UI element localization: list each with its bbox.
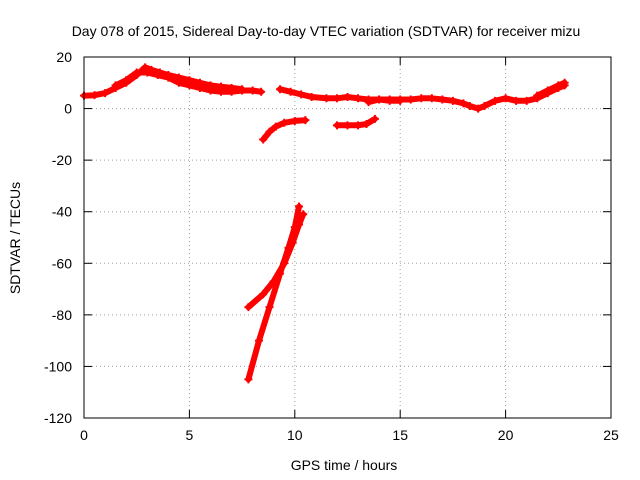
tick-labels: 0 5 10 15 20 25 20 0 -20 -40 -60 -80 -100 -120: [44, 49, 619, 443]
data-point-marker: [284, 243, 293, 252]
x-tick-label: 10: [287, 427, 303, 443]
x-tick-label: 5: [186, 427, 194, 443]
data-point-marker: [143, 68, 152, 77]
data-point-marker: [295, 202, 304, 211]
data-point-marker: [265, 303, 274, 312]
data-point-marker: [299, 210, 308, 219]
data-point-marker: [238, 86, 247, 95]
x-tick-label: 15: [392, 427, 408, 443]
data-point-marker: [206, 86, 215, 95]
data-point-marker: [297, 90, 306, 99]
y-tick-label: -100: [44, 358, 72, 374]
data-point-marker: [164, 73, 173, 82]
data-point-marker: [217, 87, 226, 96]
data-point-marker: [174, 78, 183, 87]
y-tick-label: 0: [64, 101, 72, 117]
data-point-marker: [474, 104, 483, 113]
data-point-marker: [406, 95, 415, 104]
data-point-marker: [448, 96, 457, 105]
data-point-marker: [332, 94, 341, 103]
data-point-marker: [385, 96, 394, 105]
series-arc-5: [534, 79, 568, 99]
data-point-marker: [101, 89, 110, 98]
data-point-marker: [362, 120, 371, 129]
data-point-marker: [122, 76, 131, 85]
data-point-marker: [185, 81, 194, 90]
data-point-marker: [354, 94, 363, 103]
data-point-marker: [286, 87, 295, 96]
data-point-marker: [265, 127, 274, 136]
x-tick-label: 20: [498, 427, 514, 443]
data-point-marker: [396, 96, 405, 105]
y-tick-label: -80: [52, 307, 72, 323]
data-point-marker: [417, 94, 426, 103]
data-point-marker: [560, 78, 569, 87]
y-tick-label: 20: [56, 49, 72, 65]
data-point-marker: [248, 86, 257, 95]
data-point-marker: [244, 303, 253, 312]
data-point-marker: [354, 121, 363, 130]
data-point-marker: [554, 81, 563, 90]
data-point-marker: [501, 94, 510, 103]
x-tick-label: 0: [80, 427, 88, 443]
data-point-marker: [290, 116, 299, 125]
data-point-marker: [111, 81, 120, 90]
data-point-marker: [290, 223, 299, 232]
x-tick-label: 25: [603, 427, 619, 443]
data-point-marker: [132, 68, 141, 77]
data-point-marker: [307, 92, 316, 101]
data-point-marker: [533, 91, 542, 100]
data-point-marker: [438, 95, 447, 104]
data-point-marker: [343, 121, 352, 130]
data-point-marker: [90, 91, 99, 100]
data-point-marker: [522, 96, 531, 105]
y-tick-label: -40: [52, 204, 72, 220]
data-point-marker: [459, 99, 468, 108]
data-point-marker: [364, 98, 373, 107]
data-point-marker: [195, 83, 204, 92]
y-tick-label: -120: [44, 410, 72, 426]
data-point-marker: [465, 101, 474, 110]
data-point-marker: [259, 290, 268, 299]
data-point-marker: [153, 71, 162, 80]
data-point-marker: [301, 116, 310, 125]
data-point-marker: [480, 101, 489, 110]
data-point-marker: [343, 92, 352, 101]
plot-frame: [83, 56, 612, 419]
data-point-marker: [332, 121, 341, 130]
data-point-marker: [257, 87, 266, 96]
y-axis-label: SDTVAR / TECUs: [7, 182, 23, 294]
y-tick-label: -20: [52, 152, 72, 168]
chart-title: Day 078 of 2015, Sidereal Day-to-day VTE…: [72, 23, 581, 39]
data-point-marker: [271, 122, 280, 131]
data-point-marker: [280, 118, 289, 127]
data-point-marker: [427, 94, 436, 103]
data-point-marker: [259, 135, 268, 144]
axis-ticks: [83, 56, 612, 419]
data-point-marker: [244, 375, 253, 384]
data-point-marker: [491, 96, 500, 105]
data-point-marker: [276, 269, 285, 278]
data-point-marker: [512, 96, 521, 105]
data-point-marker: [322, 94, 331, 103]
data-point-marker: [543, 86, 552, 95]
series-arc-4: [365, 96, 404, 106]
data-point-marker: [227, 87, 236, 96]
y-tick-label: -60: [52, 255, 72, 271]
x-axis-label: GPS time / hours: [291, 457, 398, 473]
data-point-marker: [254, 336, 263, 345]
data-series: [80, 63, 569, 384]
data-point-marker: [375, 95, 384, 104]
data-point-marker: [370, 114, 379, 123]
data-point-marker: [276, 85, 285, 94]
